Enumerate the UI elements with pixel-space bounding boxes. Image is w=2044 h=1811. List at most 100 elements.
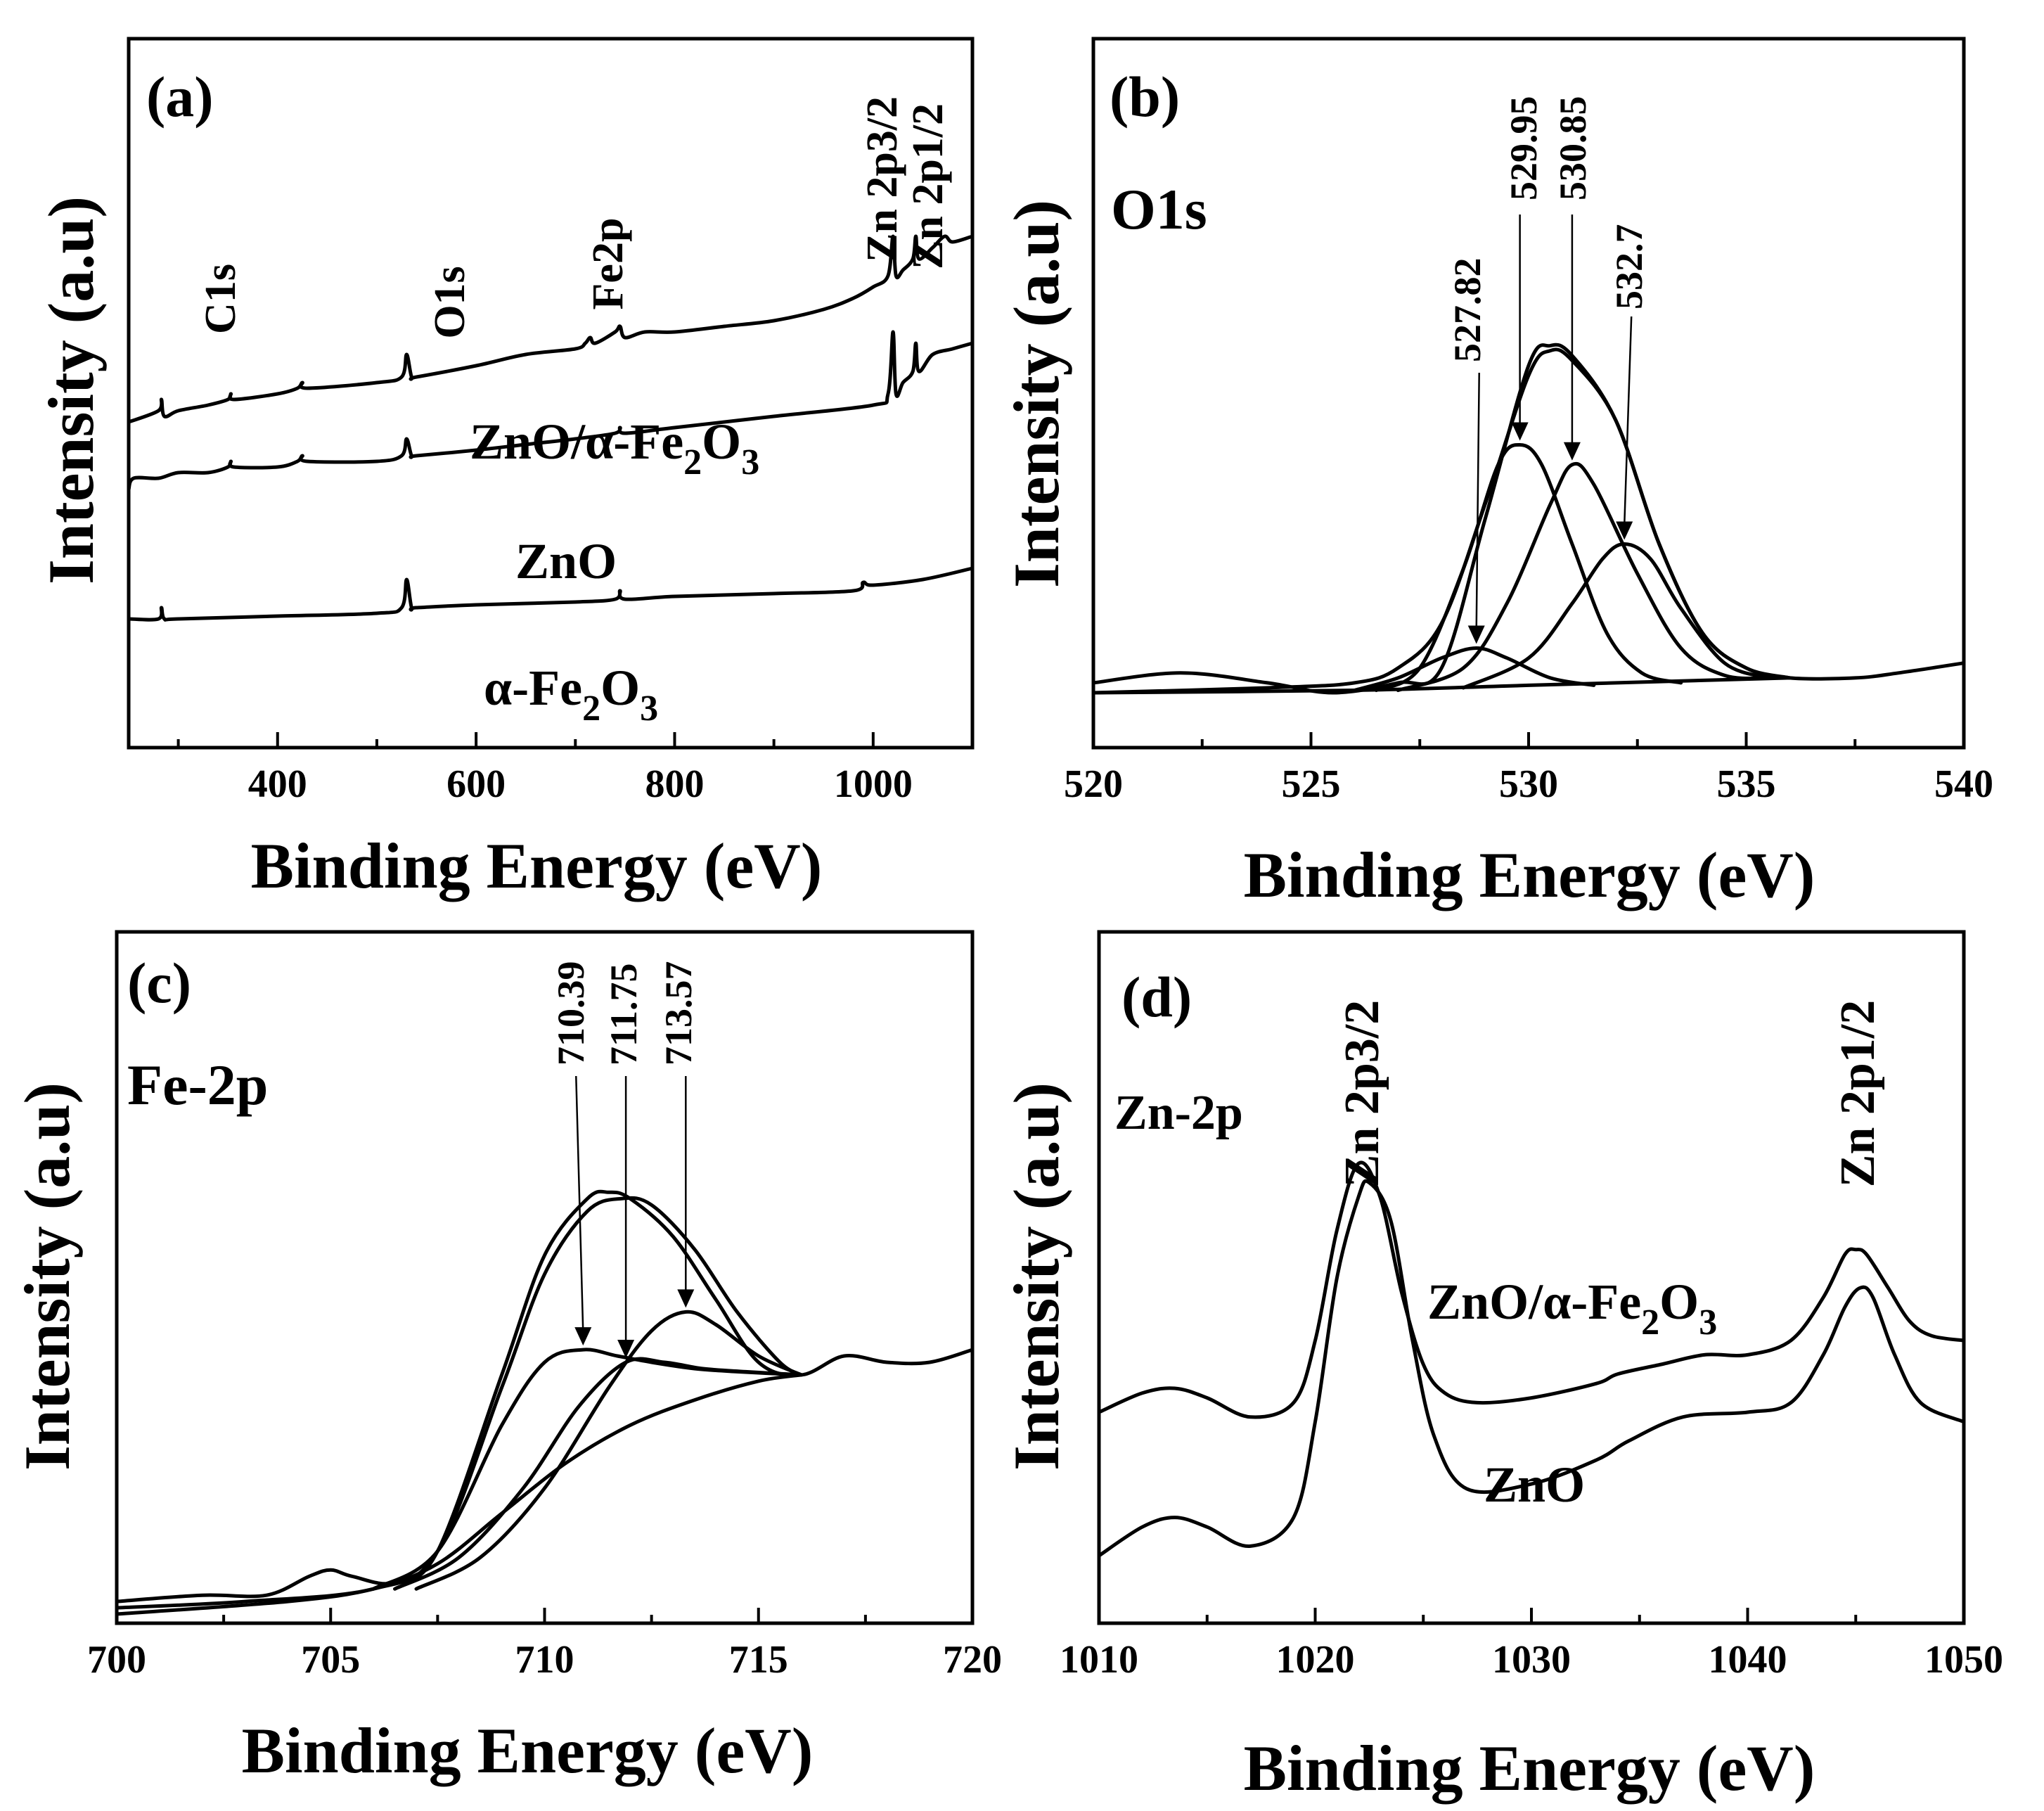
x-ticks-c: 700 705 710 715 720	[87, 1608, 1002, 1682]
peak-label-530-85: 530.85	[1552, 96, 1594, 201]
curves-b	[1091, 343, 1966, 695]
label-part: O	[600, 660, 640, 716]
panel-label: (a)	[146, 65, 214, 129]
peak-label-710-39: 710.39	[550, 961, 592, 1066]
label-subscript: 3	[640, 689, 658, 729]
series-line-zno-fe2o3	[1097, 1160, 1966, 1419]
series-line-raw-spectrum	[115, 1189, 975, 1604]
series-line-peak-529-95	[1374, 442, 1683, 692]
peak-arrow-head	[1467, 625, 1485, 644]
panel-title: Zn-2p	[1114, 1086, 1243, 1140]
curves-d	[1097, 1160, 1966, 1558]
panel-label: (d)	[1121, 965, 1192, 1029]
x-ticks-b: 520 525 530 535 540	[1064, 732, 1993, 806]
peak-label-529-95: 529.95	[1503, 96, 1545, 201]
series-line-fe2o3	[127, 566, 975, 622]
label-subscript: 3	[1699, 1303, 1717, 1343]
series-line-zno	[127, 330, 975, 492]
panel-a: 400 600 800 1000 (a) Binding Energy (eV) In…	[35, 37, 975, 902]
x-tick-label: 700	[87, 1638, 146, 1682]
x-tick-label: 715	[729, 1638, 788, 1682]
panel-label: (b)	[1110, 65, 1180, 129]
panel-title: Fe-2p	[127, 1053, 268, 1117]
x-tick-label: 535	[1717, 762, 1776, 806]
annotation-zn2p32: Zn 2p3/2	[1335, 1000, 1389, 1188]
x-ticks-a: 400 600 800 1000	[176, 732, 974, 806]
peak-arrow-line	[1623, 316, 1633, 526]
curves-a	[127, 234, 975, 622]
x-axis-title: Binding Energy (eV)	[251, 830, 823, 902]
x-tick-label: 1050	[1924, 1638, 2003, 1682]
x-ticks-d: 1010 1020 1030 1040 1050	[1060, 1608, 2003, 1682]
y-axis-title: Intensity (a.u)	[1001, 1082, 1072, 1471]
series-label-fe2o3: α-Fe2O3	[484, 660, 658, 729]
annotation-fe2p: Fe2p	[584, 218, 632, 310]
label-subscript: 2	[1641, 1303, 1659, 1343]
x-tick-label: 540	[1934, 762, 1993, 806]
label-subscript: 2	[683, 442, 702, 482]
series-line-zno	[1097, 1179, 1966, 1558]
panel-label: (c)	[127, 951, 191, 1015]
x-axis-title: Binding Energy (eV)	[242, 1715, 814, 1786]
x-tick-label: 1010	[1060, 1638, 1138, 1682]
label-part: O	[1659, 1274, 1699, 1330]
x-tick-label: 600	[446, 762, 506, 806]
panel-c: 700 705 710 715 720 (c) Fe-2p Binding Energy…	[11, 930, 1002, 1786]
series-line-peak-532-7	[1461, 542, 1770, 690]
x-tick-label: 520	[1064, 762, 1123, 806]
peak-arrow-head	[1511, 422, 1529, 441]
peak-arrow-head	[1616, 521, 1633, 540]
x-tick-label: 400	[248, 762, 307, 806]
peak-arrows-b	[1467, 215, 1633, 644]
label-part: ZnO/α-Fe	[470, 414, 683, 470]
plot-frame-a	[127, 37, 975, 750]
y-axis-title: Intensity (a.u)	[35, 196, 107, 584]
peak-label-713-57: 713.57	[657, 961, 700, 1066]
label-part: O	[702, 414, 741, 470]
panel-d: 1010 1020 1030 1040 1050 (d) Zn-2p Binding E…	[1001, 930, 2003, 1804]
series-line-peak-530-85	[1396, 461, 1770, 692]
peak-arrows-c	[574, 1075, 695, 1358]
annotation-zn2p32: Zn 2p3/2	[859, 96, 906, 262]
label-subscript: 2	[582, 689, 600, 729]
annotation-o1s: O1s	[426, 266, 474, 338]
peak-arrow-head	[1563, 442, 1581, 461]
panel-title: O1s	[1111, 177, 1207, 241]
curves-c	[115, 1189, 975, 1616]
x-axis-title: Binding Energy (eV)	[1244, 1732, 1815, 1804]
peak-label-532-7: 532.7	[1608, 224, 1650, 310]
series-label-zno-fe2o3: ZnO/α-Fe2O3	[1427, 1274, 1717, 1343]
y-axis-title: Intensity (a.u)	[11, 1082, 83, 1471]
series-line-peak-527-82	[1352, 646, 1596, 692]
peak-label-527-82: 527.82	[1446, 258, 1489, 363]
x-tick-label: 800	[645, 762, 704, 806]
series-line-peak-713-57	[414, 1310, 804, 1591]
peak-arrow-line	[1475, 372, 1480, 630]
series-line-envelope-fit	[115, 1196, 804, 1610]
annotation-zn2p12: Zn 2p1/2	[1831, 1000, 1885, 1188]
x-tick-label: 705	[301, 1638, 360, 1682]
label-part: ZnO/α-Fe	[1427, 1274, 1641, 1330]
x-tick-label: 1040	[1709, 1638, 1787, 1682]
panel-b: 520 525 530 535 540 (b) O1s Binding Energy (…	[1001, 37, 1993, 911]
x-tick-label: 525	[1282, 762, 1341, 806]
peak-arrow-head	[677, 1289, 695, 1308]
annotation-zn2p12: Zn 2p1/2	[904, 103, 952, 269]
peak-arrow-head	[574, 1327, 592, 1346]
x-tick-label: 1000	[834, 762, 913, 806]
x-tick-label: 1020	[1276, 1638, 1355, 1682]
x-axis-title: Binding Energy (eV)	[1244, 839, 1815, 911]
series-line-zno-fe2o3	[127, 234, 975, 424]
peak-arrow-line	[575, 1075, 584, 1332]
series-label-zno: ZnO	[1484, 1457, 1585, 1513]
x-tick-label: 710	[515, 1638, 574, 1682]
peak-arrow-head	[617, 1340, 635, 1358]
y-axis-title: Intensity (a.u)	[1001, 200, 1072, 588]
x-tick-label: 720	[943, 1638, 1002, 1682]
annotation-c1s: C1s	[197, 264, 245, 334]
series-line-peak-711-75	[393, 1357, 804, 1591]
series-line-envelope-fit	[1091, 347, 1792, 695]
x-tick-label: 530	[1499, 762, 1558, 806]
series-label-zno: ZnO	[515, 533, 617, 589]
x-tick-label: 1030	[1492, 1638, 1571, 1682]
